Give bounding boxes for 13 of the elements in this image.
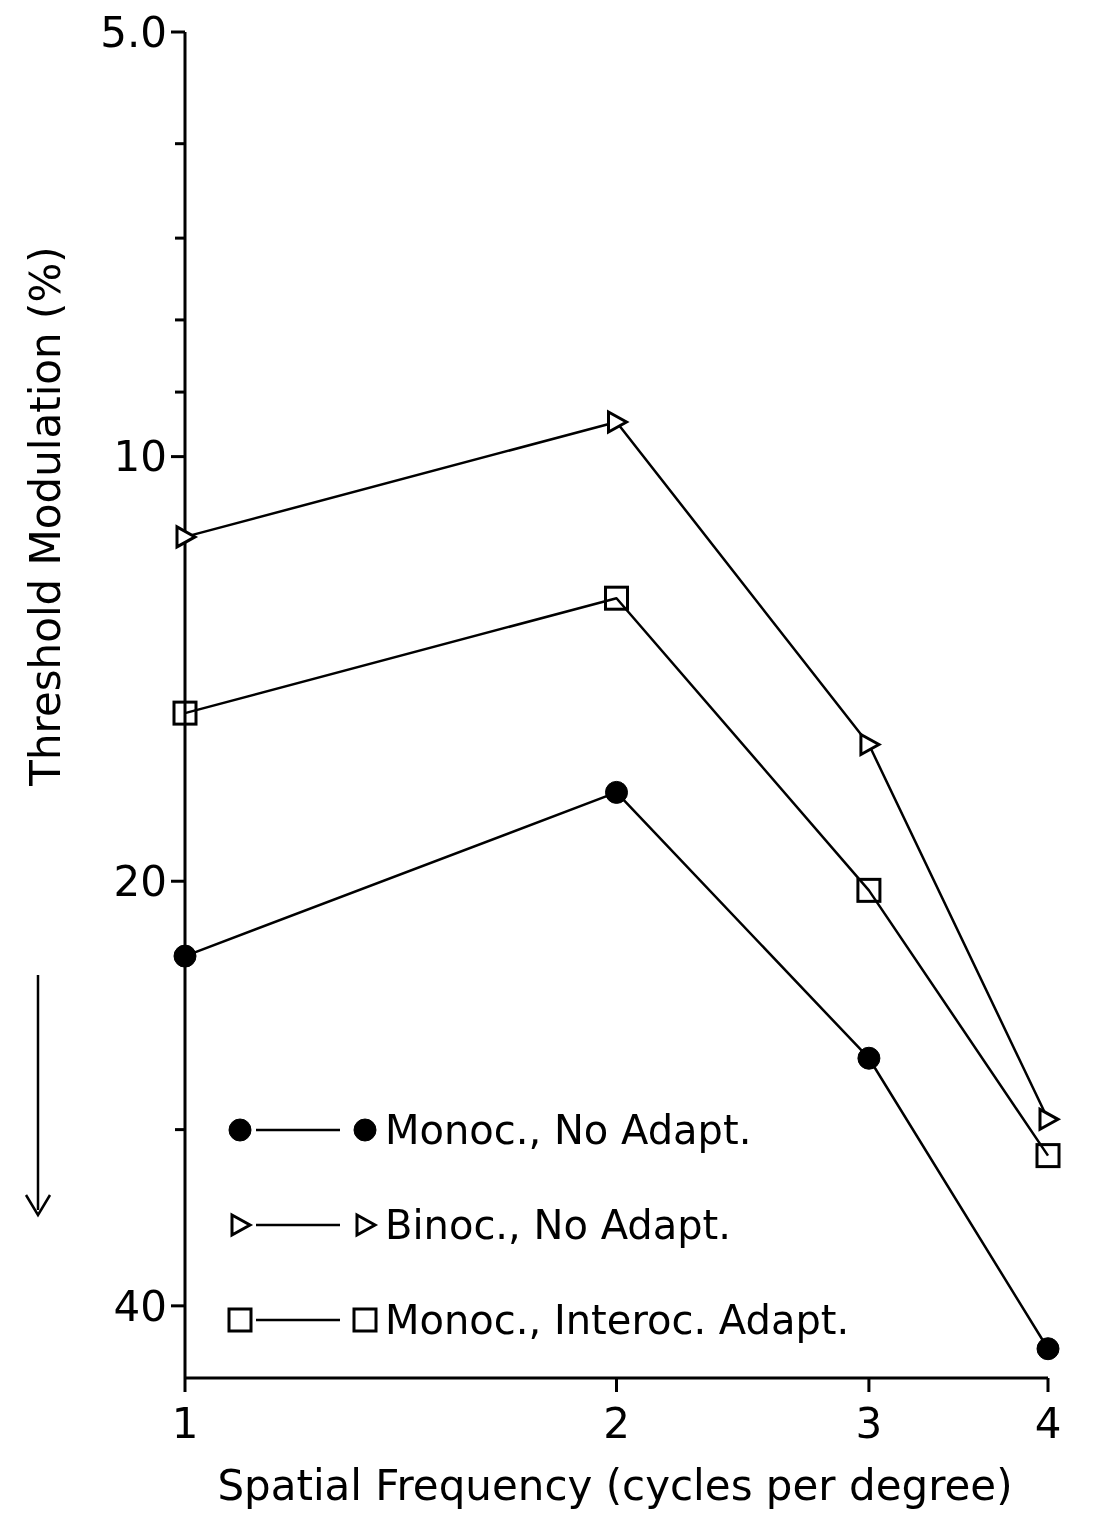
x-axis-title: Spatial Frequency (cycles per degree) [217,1461,1013,1510]
y-tick-label: 40 [113,1281,167,1331]
x-tick-label: 4 [1034,1399,1062,1448]
legend-label: Monoc., No Adapt. [385,1107,752,1153]
x-tick-label: 3 [855,1399,883,1448]
y-tick-label: 5.0 [100,7,167,57]
y-axis-title: Threshold Modulation (%) [21,246,70,787]
y-tick-label: 20 [113,856,167,906]
x-tick-label: 2 [603,1399,630,1448]
legend-label: Binoc., No Adapt. [385,1202,731,1248]
y-tick-label: 10 [113,432,167,482]
legend-label: Monoc., Interoc. Adapt. [385,1297,850,1343]
x-tick-label: 1 [171,1399,199,1448]
